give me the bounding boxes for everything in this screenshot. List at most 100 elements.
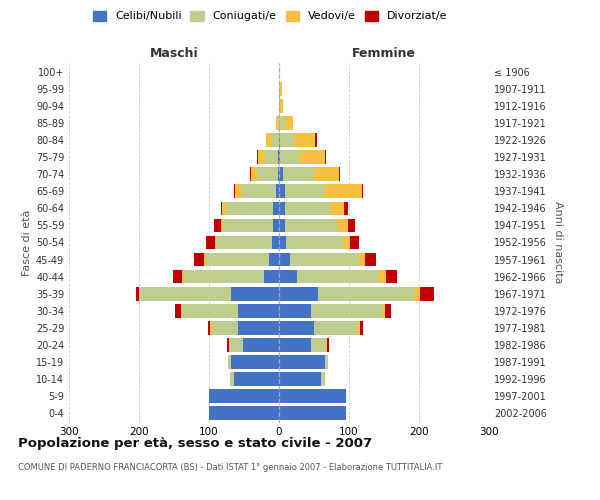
Text: Popolazione per età, sesso e stato civile - 2007: Popolazione per età, sesso e stato civil… bbox=[18, 438, 372, 450]
Bar bbox=[209, 406, 279, 420]
Bar bbox=[272, 236, 279, 250]
Bar bbox=[278, 150, 279, 164]
Bar bbox=[295, 134, 316, 147]
Bar bbox=[314, 168, 338, 181]
Bar bbox=[359, 321, 363, 334]
Bar bbox=[279, 304, 311, 318]
Bar bbox=[272, 134, 279, 147]
Bar bbox=[181, 304, 182, 318]
Bar bbox=[216, 236, 272, 250]
Bar bbox=[232, 355, 279, 369]
Bar bbox=[279, 389, 346, 403]
Bar bbox=[232, 287, 279, 300]
Bar bbox=[136, 287, 139, 300]
Bar bbox=[233, 184, 235, 198]
Bar bbox=[241, 184, 275, 198]
Bar bbox=[279, 202, 284, 215]
Bar bbox=[258, 150, 265, 164]
Bar bbox=[284, 184, 325, 198]
Bar bbox=[386, 270, 397, 283]
Bar bbox=[278, 168, 279, 181]
Bar bbox=[266, 134, 272, 147]
Bar bbox=[257, 150, 258, 164]
Legend: Celibi/Nubili, Coniugati/e, Vedovi/e, Divorziat/e: Celibi/Nubili, Coniugati/e, Vedovi/e, Di… bbox=[93, 10, 447, 22]
Bar bbox=[275, 184, 279, 198]
Bar bbox=[365, 252, 376, 266]
Text: Maschi: Maschi bbox=[149, 47, 199, 60]
Text: COMUNE DI PADERNO FRANCIACORTA (BS) - Dati ISTAT 1° gennaio 2007 - Elaborazione : COMUNE DI PADERNO FRANCIACORTA (BS) - Da… bbox=[18, 462, 442, 471]
Bar bbox=[280, 150, 300, 164]
Bar bbox=[140, 287, 232, 300]
Bar bbox=[223, 202, 226, 215]
Bar bbox=[279, 150, 280, 164]
Bar bbox=[284, 202, 330, 215]
Y-axis label: Anni di nascita: Anni di nascita bbox=[553, 201, 563, 284]
Bar bbox=[230, 372, 233, 386]
Bar bbox=[414, 287, 420, 300]
Bar bbox=[279, 218, 284, 232]
Bar bbox=[283, 168, 314, 181]
Bar bbox=[183, 270, 263, 283]
Bar bbox=[296, 270, 379, 283]
Bar bbox=[284, 218, 337, 232]
Bar bbox=[279, 287, 317, 300]
Bar bbox=[226, 202, 274, 215]
Bar bbox=[279, 338, 311, 351]
Bar bbox=[215, 236, 216, 250]
Bar bbox=[251, 168, 257, 181]
Bar bbox=[279, 168, 283, 181]
Bar bbox=[279, 270, 296, 283]
Bar bbox=[343, 236, 350, 250]
Bar bbox=[206, 236, 215, 250]
Bar bbox=[223, 218, 274, 232]
Bar bbox=[280, 82, 282, 96]
Bar bbox=[278, 116, 279, 130]
Bar bbox=[279, 134, 280, 147]
Bar bbox=[280, 134, 295, 147]
Bar bbox=[228, 355, 232, 369]
Bar bbox=[214, 218, 221, 232]
Bar bbox=[205, 252, 269, 266]
Bar bbox=[238, 304, 279, 318]
Bar bbox=[212, 321, 238, 334]
Bar bbox=[279, 82, 280, 96]
Bar bbox=[274, 202, 279, 215]
Bar bbox=[276, 116, 278, 130]
Bar bbox=[337, 218, 347, 232]
Bar bbox=[227, 338, 229, 351]
Bar bbox=[317, 287, 414, 300]
Bar bbox=[347, 218, 355, 232]
Text: Femmine: Femmine bbox=[352, 47, 416, 60]
Bar bbox=[173, 270, 182, 283]
Bar bbox=[211, 321, 212, 334]
Bar bbox=[221, 218, 223, 232]
Bar bbox=[325, 150, 326, 164]
Bar bbox=[204, 252, 205, 266]
Bar bbox=[221, 202, 223, 215]
Bar bbox=[338, 168, 340, 181]
Bar bbox=[344, 202, 347, 215]
Bar bbox=[284, 116, 293, 130]
Bar bbox=[420, 287, 434, 300]
Bar bbox=[208, 321, 211, 334]
Bar bbox=[350, 236, 359, 250]
Bar bbox=[230, 338, 242, 351]
Bar bbox=[139, 287, 140, 300]
Bar bbox=[379, 270, 386, 283]
Bar bbox=[279, 184, 284, 198]
Bar bbox=[263, 270, 279, 283]
Bar bbox=[358, 321, 359, 334]
Bar bbox=[311, 338, 326, 351]
Bar bbox=[257, 168, 278, 181]
Bar bbox=[385, 304, 391, 318]
Bar bbox=[382, 304, 385, 318]
Bar bbox=[280, 99, 283, 113]
Bar bbox=[300, 150, 325, 164]
Bar bbox=[229, 338, 230, 351]
Bar bbox=[182, 304, 238, 318]
Bar bbox=[279, 252, 290, 266]
Bar bbox=[311, 304, 382, 318]
Bar bbox=[330, 202, 344, 215]
Bar bbox=[279, 321, 314, 334]
Bar bbox=[321, 372, 325, 386]
